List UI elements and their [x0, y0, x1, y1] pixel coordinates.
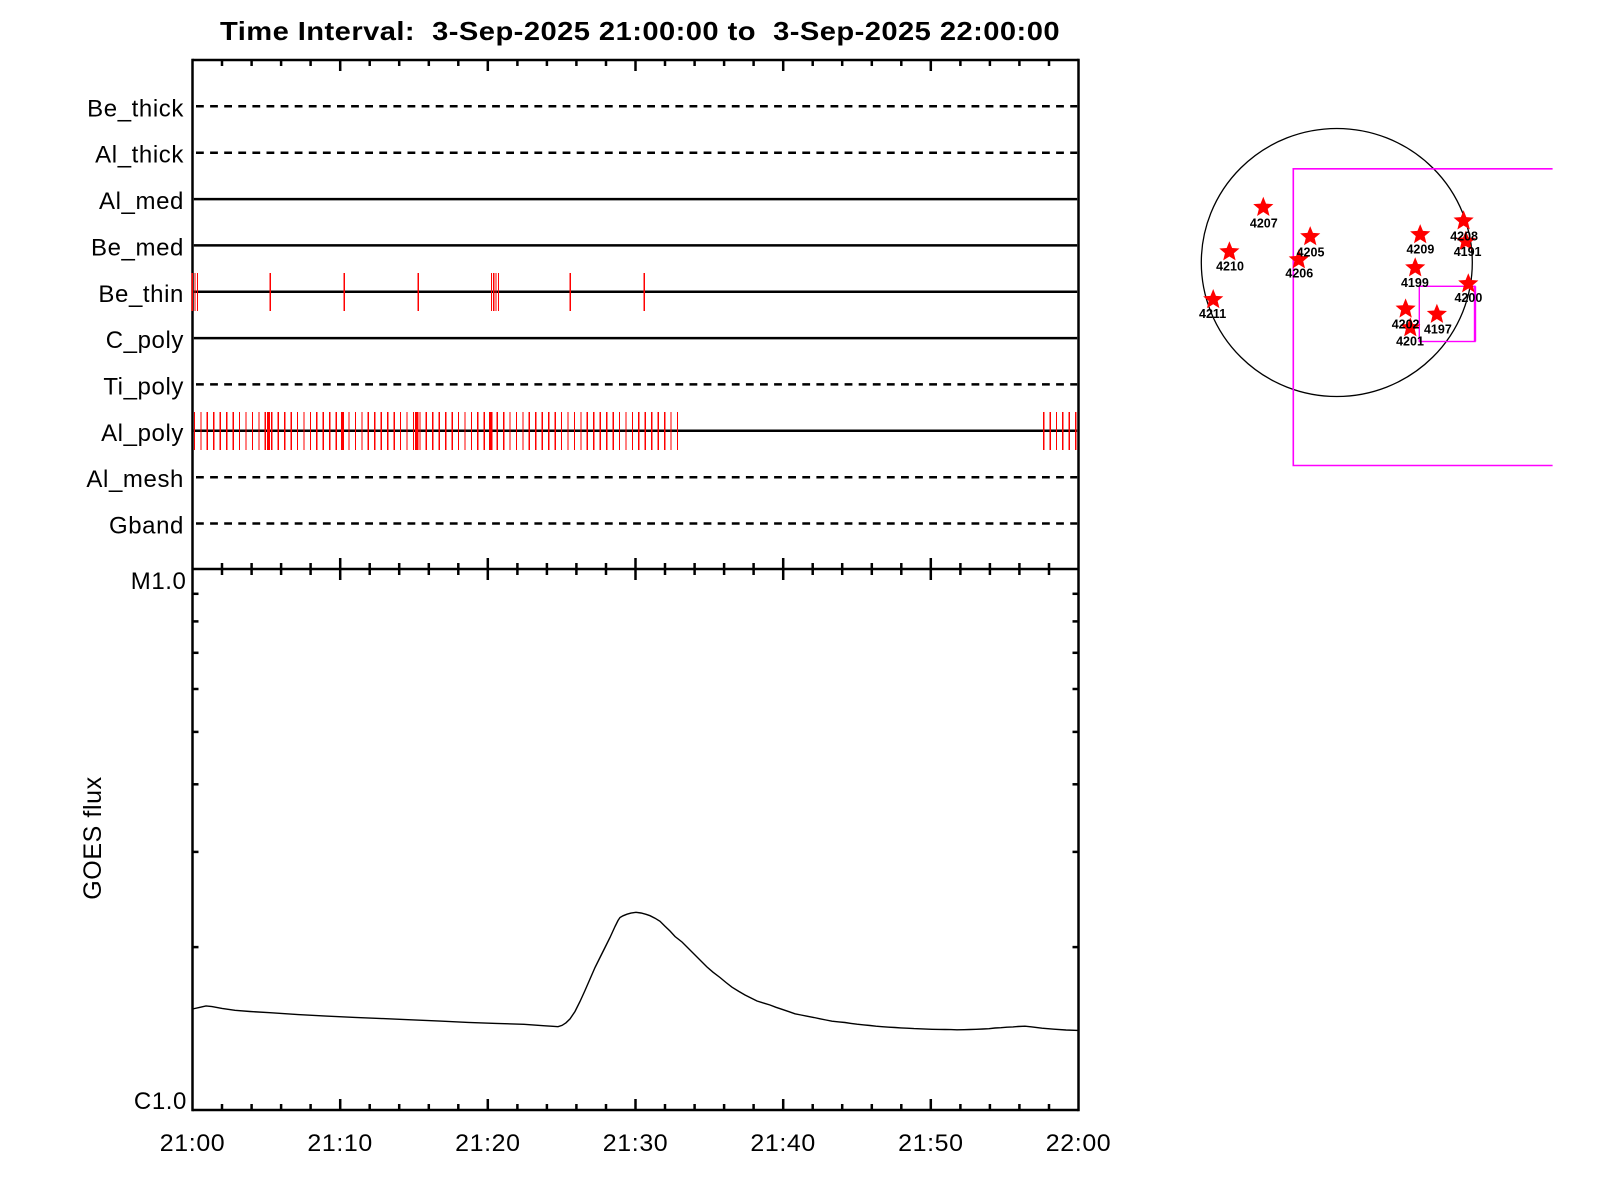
svg-text:4205: 4205	[1297, 246, 1325, 260]
svg-text:21:00: 21:00	[160, 1130, 226, 1157]
svg-text:Al_thick: Al_thick	[95, 142, 184, 169]
svg-text:Be_thin: Be_thin	[98, 281, 184, 308]
svg-text:C_poly: C_poly	[106, 327, 184, 354]
svg-text:4206: 4206	[1285, 266, 1313, 280]
svg-text:4209: 4209	[1406, 243, 1434, 257]
svg-text:4210: 4210	[1216, 260, 1244, 274]
svg-text:4201: 4201	[1396, 334, 1424, 348]
svg-text:21:10: 21:10	[307, 1130, 373, 1157]
svg-text:4211: 4211	[1199, 307, 1226, 321]
svg-text:4200: 4200	[1454, 291, 1482, 305]
svg-text:4202: 4202	[1392, 318, 1420, 332]
svg-text:M1.0: M1.0	[131, 568, 187, 595]
svg-text:Al_mesh: Al_mesh	[86, 466, 184, 493]
svg-text:Be_med: Be_med	[91, 234, 184, 261]
svg-text:Be_thick: Be_thick	[87, 95, 184, 122]
svg-text:Gband: Gband	[109, 513, 184, 540]
svg-text:C1.0: C1.0	[134, 1088, 187, 1115]
svg-text:4191: 4191	[1454, 245, 1482, 259]
svg-text:Time Interval: 3-Sep-2025 21:: Time Interval: 3-Sep-2025 21:00:00 to 3-…	[220, 16, 1060, 46]
svg-text:21:20: 21:20	[455, 1130, 520, 1157]
svg-text:4197: 4197	[1424, 322, 1452, 336]
svg-text:4208: 4208	[1450, 230, 1478, 244]
svg-text:21:30: 21:30	[603, 1130, 669, 1157]
svg-text:GOES flux: GOES flux	[79, 776, 107, 900]
svg-text:4207: 4207	[1250, 216, 1278, 230]
svg-text:21:50: 21:50	[898, 1130, 964, 1157]
svg-text:Ti_poly: Ti_poly	[103, 373, 184, 400]
svg-text:21:40: 21:40	[750, 1130, 816, 1157]
svg-text:Al_med: Al_med	[99, 188, 184, 215]
svg-text:22:00: 22:00	[1046, 1130, 1112, 1157]
svg-text:4199: 4199	[1401, 276, 1429, 290]
svg-text:Al_poly: Al_poly	[101, 420, 184, 447]
